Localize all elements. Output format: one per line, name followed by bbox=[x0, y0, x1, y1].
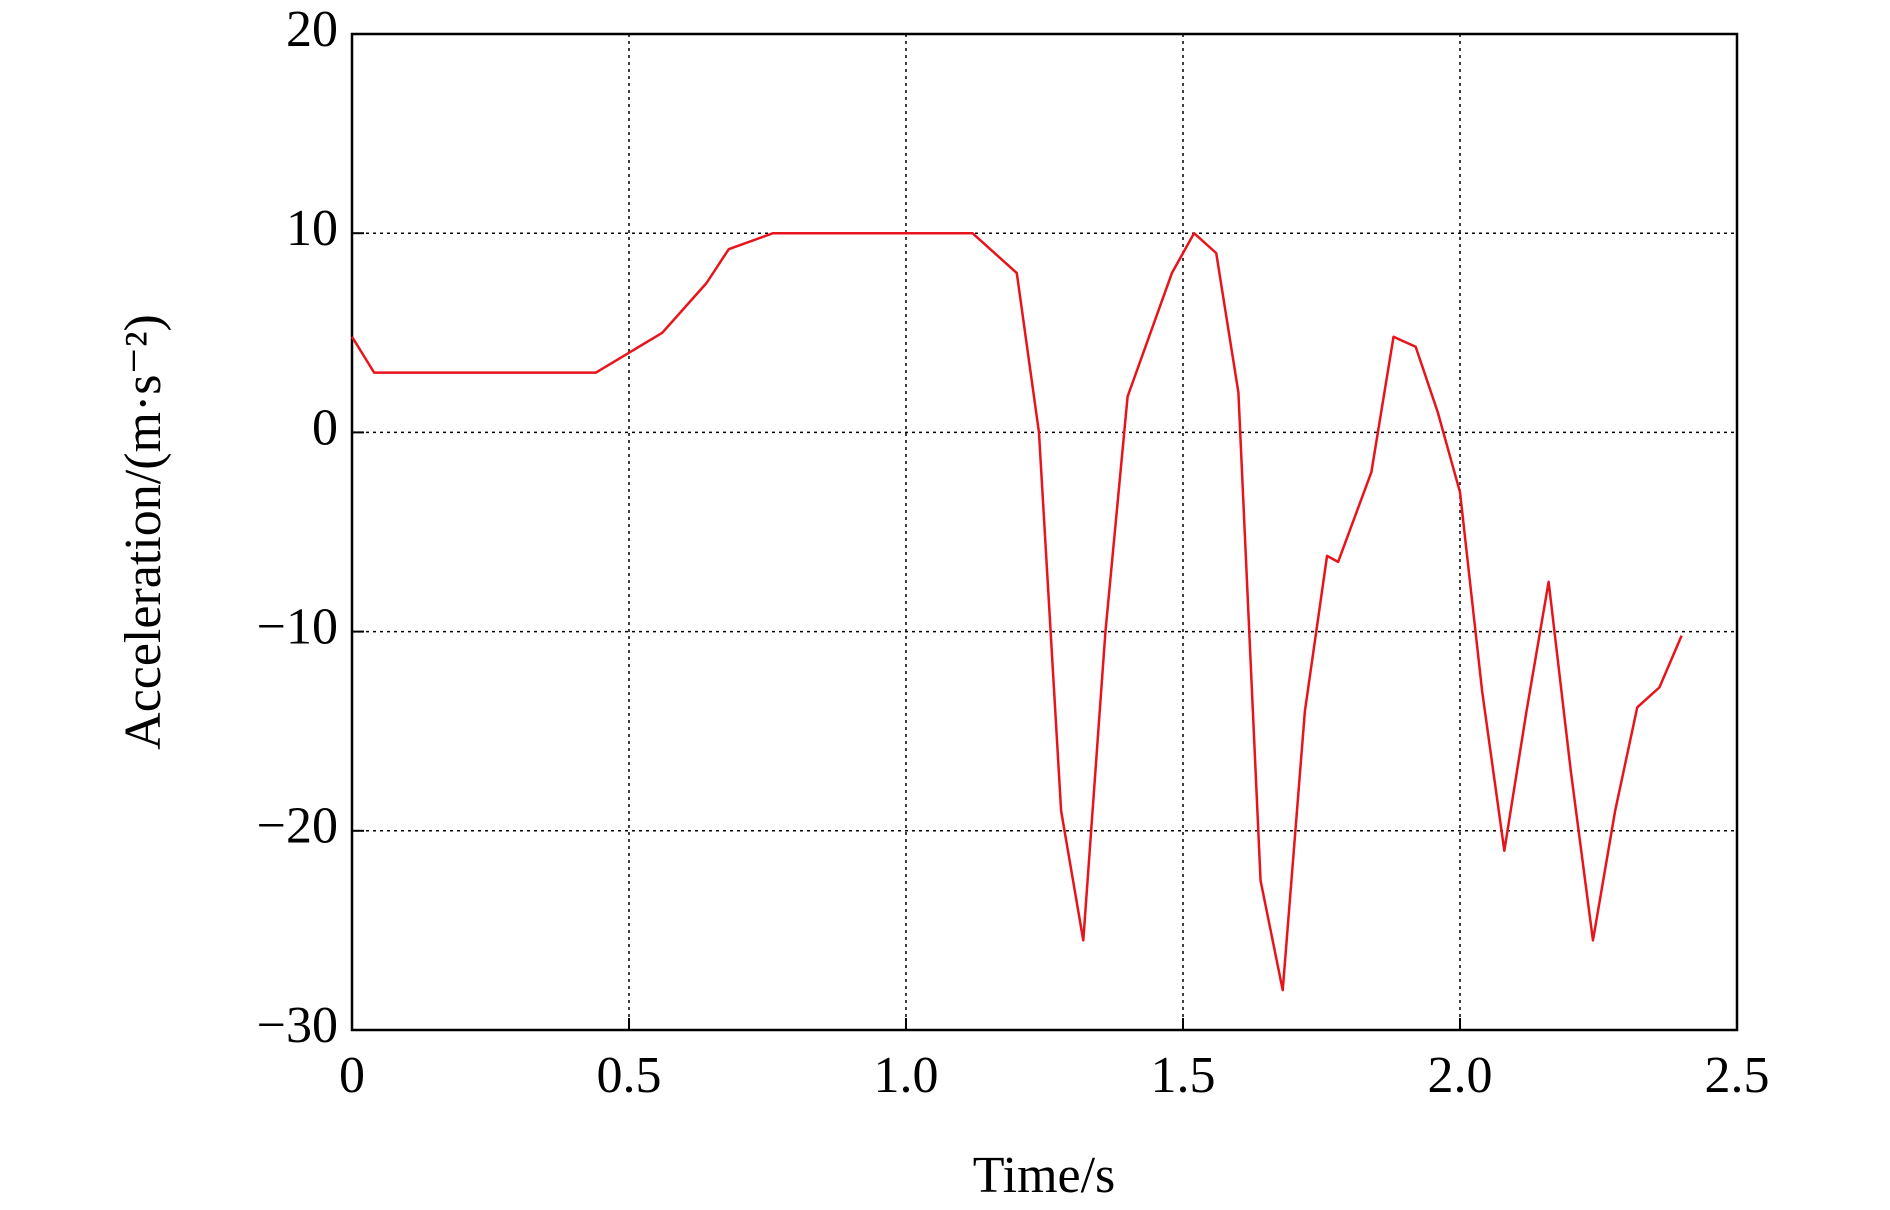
y-tick-label: −20 bbox=[257, 798, 338, 855]
x-tick-label: 0 bbox=[339, 1047, 365, 1104]
x-tick-label: 1.0 bbox=[874, 1047, 939, 1104]
x-tick-label: 1.5 bbox=[1151, 1047, 1216, 1104]
x-tick-label: 2.5 bbox=[1705, 1047, 1770, 1104]
plot-frame bbox=[350, 32, 1739, 1032]
y-tick-label: −10 bbox=[257, 599, 338, 656]
x-tick-label: 0.5 bbox=[597, 1047, 662, 1104]
x-axis-label: Time/s bbox=[973, 1147, 1116, 1204]
x-tick-label: 2.0 bbox=[1428, 1047, 1493, 1104]
y-axis-label: Acceleration/(m·s⁻²) bbox=[115, 314, 172, 750]
data-line bbox=[350, 231, 1683, 992]
y-tick-label: 10 bbox=[286, 200, 338, 257]
y-tick-label: −30 bbox=[257, 997, 338, 1054]
y-tick-label: 0 bbox=[312, 399, 338, 456]
y-tick-label: 20 bbox=[286, 1, 338, 58]
